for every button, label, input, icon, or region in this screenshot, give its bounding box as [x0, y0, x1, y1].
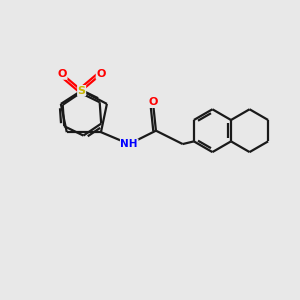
Text: NH: NH [120, 139, 138, 149]
Text: O: O [148, 98, 158, 107]
Text: S: S [78, 85, 86, 96]
Text: O: O [96, 69, 106, 79]
Text: O: O [58, 69, 67, 79]
